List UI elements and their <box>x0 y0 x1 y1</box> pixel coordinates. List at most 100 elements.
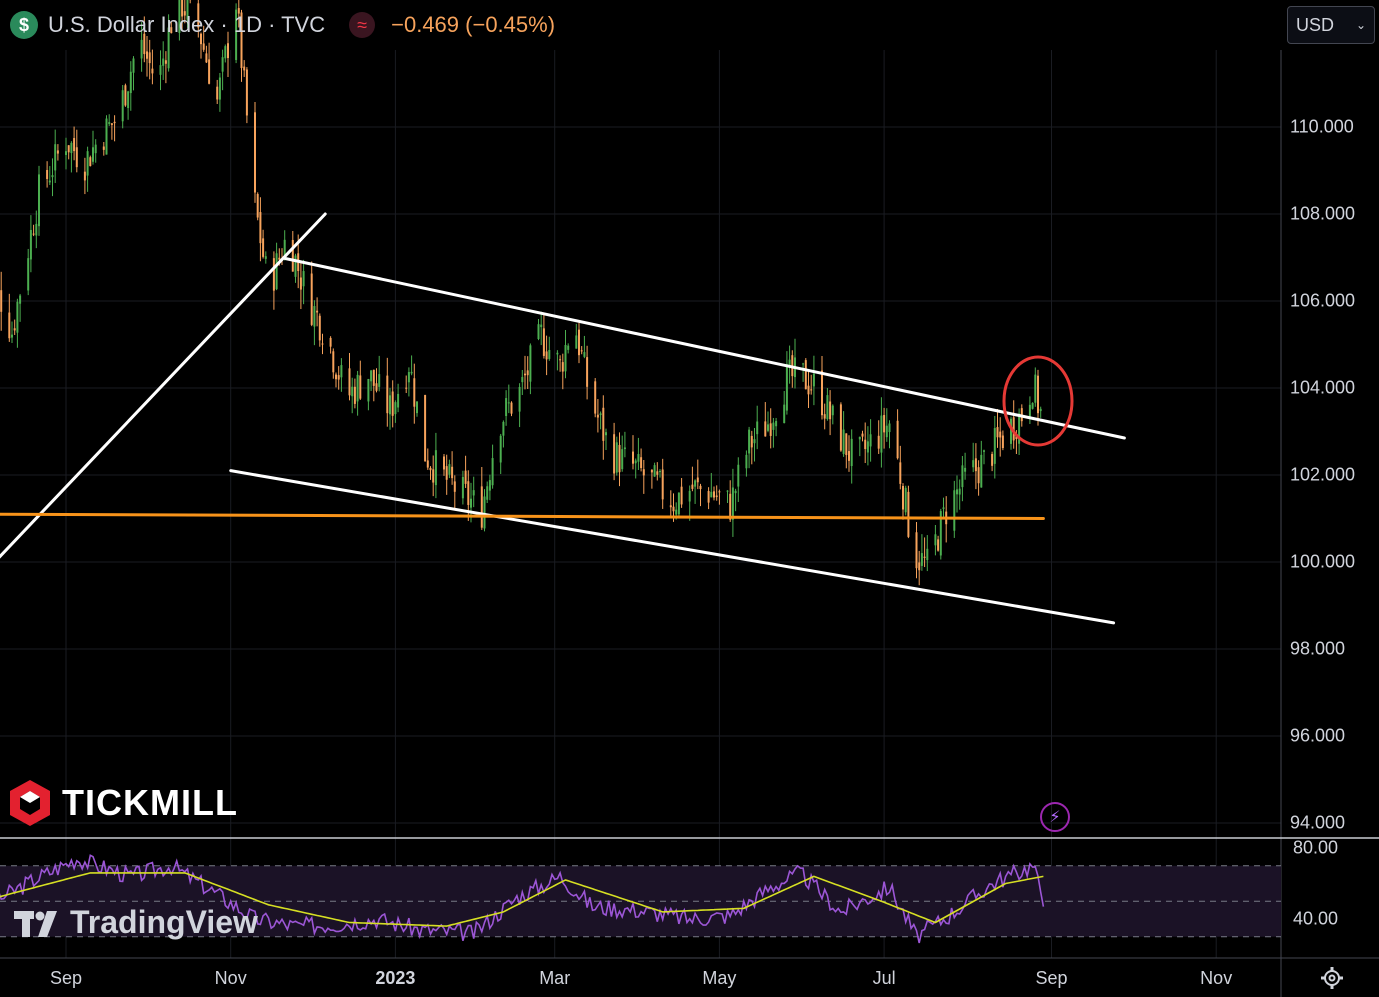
candle-body <box>642 469 645 476</box>
candle-body <box>335 374 337 380</box>
candle-body <box>605 432 607 436</box>
candle-body <box>696 477 699 483</box>
wave-icon[interactable]: ≈ <box>349 12 376 38</box>
candle-body <box>159 65 162 75</box>
channel-upper <box>283 256 1126 440</box>
candle-body <box>983 450 985 452</box>
candle-body <box>729 493 732 520</box>
candle-body <box>529 345 532 382</box>
candle-body <box>896 420 899 459</box>
candle-body <box>596 414 599 418</box>
candle-body <box>148 52 151 64</box>
candle-body <box>734 490 737 494</box>
candle-body <box>521 376 524 383</box>
price-tick-label: 98.000 <box>1290 638 1346 659</box>
candle-body <box>224 46 227 59</box>
candle-body <box>202 43 205 50</box>
candle-body <box>745 454 748 469</box>
candle-body <box>632 451 634 464</box>
candle-body <box>772 422 775 430</box>
candle-body <box>105 118 108 155</box>
candle-body <box>788 359 791 366</box>
candle-body <box>850 438 853 467</box>
candle-body <box>197 3 200 28</box>
candle-body <box>672 506 675 512</box>
candle-body <box>866 441 869 453</box>
candle-body <box>540 324 543 328</box>
candle-body <box>470 498 472 508</box>
candle-body <box>707 491 710 503</box>
candle-body <box>181 0 184 17</box>
currency-select[interactable]: USD ⌄ <box>1287 6 1375 44</box>
candle-body <box>1018 413 1021 444</box>
candle-body <box>594 381 597 414</box>
bolt-icon[interactable]: ⚡ <box>1040 802 1070 832</box>
candle-body <box>821 370 823 416</box>
candle-body <box>974 458 977 472</box>
candle-body <box>359 375 362 399</box>
candle-body <box>218 77 221 100</box>
symbol-title[interactable]: U.S. Dollar Index · 1D · TVC <box>48 12 326 37</box>
candle-body <box>413 378 416 407</box>
candle-body <box>548 349 551 359</box>
candle-body <box>934 534 937 546</box>
candle-body <box>127 91 130 109</box>
candle-body <box>434 450 437 486</box>
gear-icon[interactable] <box>1318 964 1346 992</box>
candle-body <box>73 138 76 152</box>
candle-body <box>467 481 470 505</box>
candle-body <box>426 460 429 468</box>
candle-body <box>507 402 510 404</box>
candle-body <box>389 395 391 415</box>
candle-body <box>121 90 124 122</box>
candle-body <box>445 466 448 480</box>
candle-body <box>92 147 94 162</box>
candle-body <box>804 360 807 390</box>
candle-body <box>329 337 332 347</box>
candle-body <box>367 378 370 402</box>
candle-body <box>661 469 664 500</box>
candle-body <box>275 253 278 290</box>
candle-body <box>48 180 51 183</box>
candle-body <box>291 239 294 272</box>
candle-body <box>410 371 413 374</box>
candle-body <box>864 439 867 450</box>
candle-body <box>583 352 586 357</box>
candle-body <box>237 8 240 14</box>
candle-body <box>480 486 483 528</box>
candle-body <box>186 0 189 20</box>
tickmill-hexagon-icon <box>10 780 50 826</box>
candle-body <box>451 466 454 479</box>
candle-body <box>416 401 418 414</box>
candle-body <box>11 334 13 338</box>
candle-body <box>718 491 721 493</box>
candle-body <box>283 239 286 259</box>
candle-body <box>688 490 691 502</box>
candle-body <box>372 369 375 386</box>
candle-body <box>656 471 659 475</box>
candle-body <box>464 470 467 484</box>
candle-body <box>16 301 19 333</box>
candle-body <box>694 480 697 487</box>
candle-body <box>259 212 262 244</box>
candle-body <box>337 375 340 380</box>
price-tick-label: 94.000 <box>1290 812 1346 833</box>
candle-body <box>1034 374 1037 403</box>
candle-body <box>340 365 343 378</box>
candle-body <box>958 488 961 495</box>
candle-body <box>140 39 143 59</box>
candle-body <box>129 71 132 94</box>
candle-body <box>89 157 92 167</box>
candle-body <box>848 451 850 461</box>
candle-body <box>370 370 373 382</box>
candle-body <box>710 491 713 498</box>
candle-body <box>178 0 181 33</box>
candle-body <box>1031 402 1034 409</box>
candle-body <box>424 395 427 462</box>
candle-body <box>877 435 880 449</box>
candle-body <box>556 352 559 355</box>
candle-body <box>650 469 653 473</box>
candle-body <box>937 539 940 551</box>
candle-body <box>542 328 545 356</box>
